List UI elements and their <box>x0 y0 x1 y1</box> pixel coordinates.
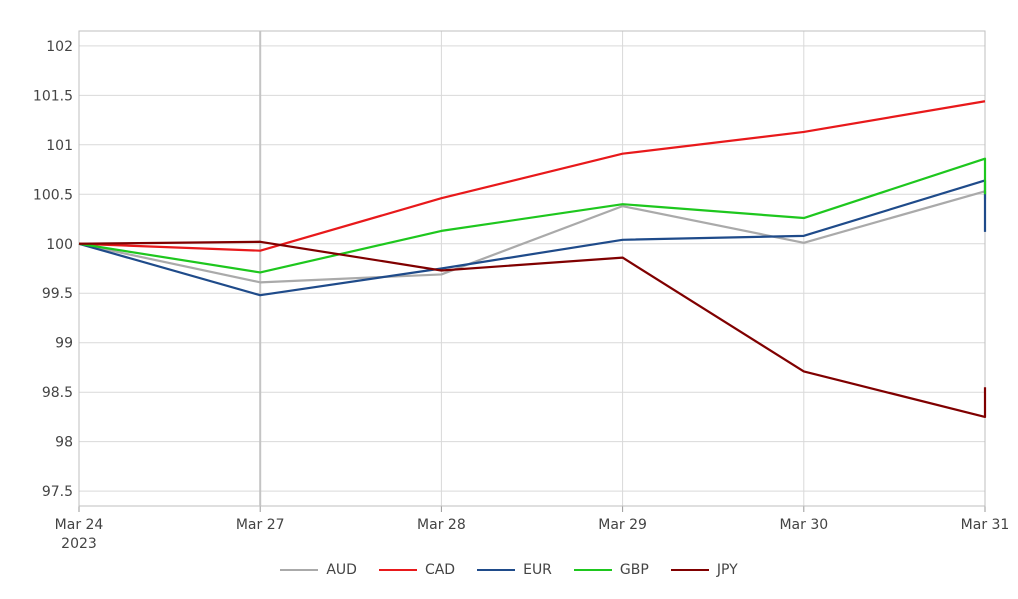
x-tick-label: Mar 28 <box>417 517 466 533</box>
legend-item-aud[interactable]: AUD <box>280 562 357 578</box>
axis-layer: 97.5 98 98.5 99 99.5 100 100.5 101 101.5 102 Mar 2… <box>33 39 1009 552</box>
x-tick-label: Mar 29 <box>598 517 647 533</box>
legend: AUD CAD EUR GBP JPY <box>0 562 1018 578</box>
series-line-cad <box>78 100 986 252</box>
series-line-jpy <box>78 240 987 419</box>
x-tick-label: Mar 27 <box>236 517 285 533</box>
y-tick-label: 101 <box>46 138 73 154</box>
y-tick-label: 97.5 <box>42 484 73 500</box>
y-tick-label: 100.5 <box>33 187 73 203</box>
legend-swatch <box>280 569 319 571</box>
y-tick-label: 99.5 <box>42 286 73 302</box>
series-line-eur <box>78 179 987 297</box>
x-tick-label: Mar 24 <box>55 517 104 533</box>
legend-item-gbp[interactable]: GBP <box>573 562 649 578</box>
legend-label: JPY <box>716 562 738 578</box>
line-chart: 97.5 98 98.5 99 99.5 100 100.5 101 101.5 102 Mar 2… <box>33 30 1009 552</box>
x-tick-label: Mar 30 <box>779 517 828 533</box>
legend-item-jpy[interactable]: JPY <box>670 562 738 578</box>
legend-item-cad[interactable]: CAD <box>378 562 456 578</box>
x-tick-label: Mar 31 <box>961 517 1010 533</box>
y-tick-label: 98.5 <box>42 385 73 401</box>
legend-label: CAD <box>424 562 456 578</box>
y-tick-label: 98 <box>55 435 73 451</box>
y-tick-label: 99 <box>55 336 73 352</box>
legend-swatch <box>378 569 417 571</box>
plot-frame <box>78 30 986 507</box>
series-line-gbp <box>78 157 987 274</box>
y-tick-label: 102 <box>46 39 73 55</box>
legend-label: GBP <box>619 562 649 578</box>
x-year-label: 2023 <box>61 536 97 552</box>
legend-item-eur[interactable]: EUR <box>477 562 552 578</box>
y-tick-label: 100 <box>46 237 73 253</box>
series-layer <box>78 100 987 419</box>
series-line-aud <box>78 190 987 284</box>
legend-swatch <box>670 569 709 571</box>
legend-label: AUD <box>326 562 357 578</box>
legend-swatch <box>477 569 516 571</box>
grid-layer <box>78 30 986 512</box>
legend-swatch <box>573 569 612 571</box>
legend-label: EUR <box>523 562 552 578</box>
y-tick-label: 101.5 <box>33 88 73 104</box>
